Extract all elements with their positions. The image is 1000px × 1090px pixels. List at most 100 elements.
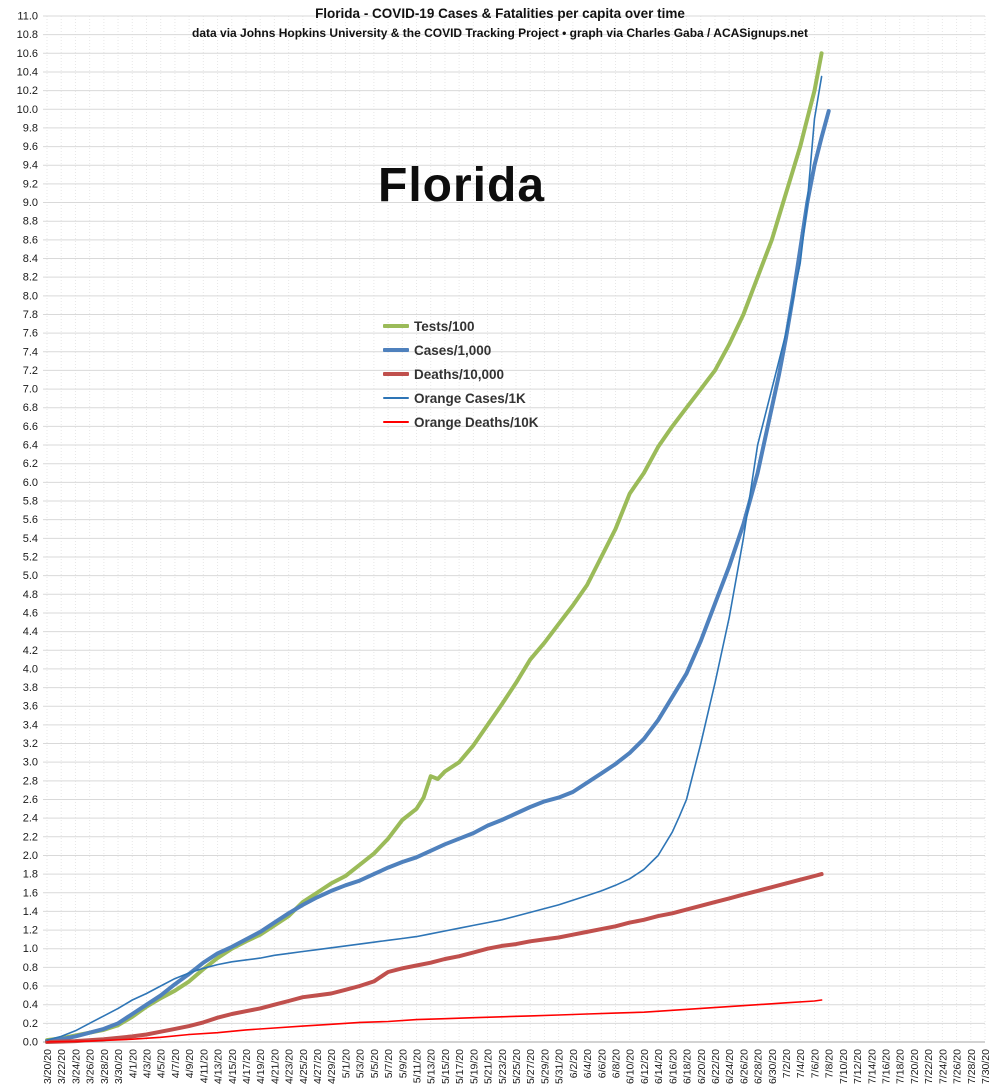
svg-text:5/21/20: 5/21/20 xyxy=(483,1049,495,1084)
svg-text:10.8: 10.8 xyxy=(17,29,38,41)
svg-text:7.6: 7.6 xyxy=(23,328,38,340)
svg-text:3.0: 3.0 xyxy=(23,757,38,769)
svg-text:6/20/20: 6/20/20 xyxy=(696,1049,708,1084)
svg-text:3/24/20: 3/24/20 xyxy=(70,1049,82,1084)
svg-text:6/10/20: 6/10/20 xyxy=(625,1049,637,1084)
legend-item-deaths: Deaths/10,000 xyxy=(383,362,539,386)
svg-text:5/3/20: 5/3/20 xyxy=(355,1049,367,1078)
svg-text:5/5/20: 5/5/20 xyxy=(369,1049,381,1078)
legend-label-orange-deaths: Orange Deaths/10K xyxy=(414,414,539,430)
legend: Tests/100 Cases/1,000 Deaths/10,000 Oran… xyxy=(383,314,539,434)
series-line-3 xyxy=(46,75,823,1041)
svg-text:7/6/20: 7/6/20 xyxy=(809,1049,821,1078)
svg-text:7/8/20: 7/8/20 xyxy=(824,1049,836,1078)
svg-text:4/3/20: 4/3/20 xyxy=(141,1049,153,1078)
x-axis-labels: 3/20/20 3/22/20 3/24/20 3/26/20 3/28/20 3/30/… xyxy=(42,1049,992,1084)
legend-label-deaths: Deaths/10,000 xyxy=(414,366,505,382)
svg-text:6/6/20: 6/6/20 xyxy=(596,1049,608,1078)
legend-line-swatch-orange-deaths xyxy=(383,421,409,423)
svg-text:7/26/20: 7/26/20 xyxy=(952,1049,964,1084)
svg-text:10.2: 10.2 xyxy=(17,85,38,97)
svg-text:5/23/20: 5/23/20 xyxy=(497,1049,509,1084)
svg-text:3.8: 3.8 xyxy=(23,682,38,694)
svg-text:7/24/20: 7/24/20 xyxy=(937,1049,949,1084)
svg-text:5/9/20: 5/9/20 xyxy=(397,1049,409,1078)
legend-item-tests: Tests/100 xyxy=(383,314,539,338)
svg-text:7/16/20: 7/16/20 xyxy=(881,1049,893,1084)
legend-item-orange-deaths: Orange Deaths/10K xyxy=(383,410,539,434)
legend-label-orange-cases: Orange Cases/1K xyxy=(414,390,526,406)
svg-text:8.4: 8.4 xyxy=(23,253,38,265)
svg-text:7.0: 7.0 xyxy=(23,384,38,396)
svg-text:6/30/20: 6/30/20 xyxy=(767,1049,779,1084)
svg-text:7/22/20: 7/22/20 xyxy=(923,1049,935,1084)
svg-text:2.4: 2.4 xyxy=(23,813,38,825)
svg-text:5/31/20: 5/31/20 xyxy=(554,1049,566,1084)
svg-text:3/22/20: 3/22/20 xyxy=(56,1049,68,1084)
series-line-0 xyxy=(45,51,824,1043)
svg-text:5.0: 5.0 xyxy=(23,570,38,582)
svg-text:1.4: 1.4 xyxy=(23,906,38,918)
svg-text:6/14/20: 6/14/20 xyxy=(653,1049,665,1084)
svg-text:5.4: 5.4 xyxy=(23,533,38,545)
svg-text:7.4: 7.4 xyxy=(23,346,38,358)
svg-text:0.4: 0.4 xyxy=(23,999,38,1011)
svg-text:8.6: 8.6 xyxy=(23,234,38,246)
svg-text:6.0: 6.0 xyxy=(23,477,38,489)
svg-text:5.2: 5.2 xyxy=(23,551,38,563)
svg-text:9.4: 9.4 xyxy=(23,160,38,172)
svg-text:7/12/20: 7/12/20 xyxy=(852,1049,864,1084)
svg-text:3/28/20: 3/28/20 xyxy=(99,1049,111,1084)
svg-text:7/14/20: 7/14/20 xyxy=(866,1049,878,1084)
x-gridlines xyxy=(46,16,986,1042)
legend-line-swatch-orange-cases xyxy=(383,397,409,399)
chart-title: Florida - COVID-19 Cases & Fatalities pe… xyxy=(315,6,685,21)
svg-text:4/11/20: 4/11/20 xyxy=(198,1049,210,1083)
svg-text:2.8: 2.8 xyxy=(23,775,38,787)
svg-text:5/29/20: 5/29/20 xyxy=(539,1049,551,1084)
svg-text:4/27/20: 4/27/20 xyxy=(312,1049,324,1084)
svg-text:4/21/20: 4/21/20 xyxy=(269,1049,281,1084)
y-gridlines xyxy=(43,15,985,1043)
legend-label-cases: Cases/1,000 xyxy=(414,342,492,358)
svg-text:6/22/20: 6/22/20 xyxy=(710,1049,722,1084)
svg-text:4/15/20: 4/15/20 xyxy=(227,1049,239,1084)
svg-text:5/27/20: 5/27/20 xyxy=(525,1049,537,1084)
svg-text:0.6: 0.6 xyxy=(23,981,38,993)
svg-text:3.6: 3.6 xyxy=(23,701,38,713)
svg-text:7/2/20: 7/2/20 xyxy=(781,1049,793,1078)
svg-text:8.0: 8.0 xyxy=(23,290,38,302)
svg-text:6.8: 6.8 xyxy=(23,402,38,414)
svg-text:7.2: 7.2 xyxy=(23,365,38,377)
svg-text:8.2: 8.2 xyxy=(23,272,38,284)
svg-text:6/2/20: 6/2/20 xyxy=(568,1049,580,1078)
svg-text:8.8: 8.8 xyxy=(23,216,38,228)
svg-text:11.0: 11.0 xyxy=(17,11,38,23)
svg-text:5.6: 5.6 xyxy=(23,514,38,526)
svg-text:0.2: 0.2 xyxy=(23,1018,38,1030)
svg-text:0.0: 0.0 xyxy=(23,1037,38,1049)
svg-text:7/28/20: 7/28/20 xyxy=(966,1049,978,1084)
svg-text:4/17/20: 4/17/20 xyxy=(241,1049,253,1084)
svg-text:3.2: 3.2 xyxy=(23,738,38,750)
svg-text:7/20/20: 7/20/20 xyxy=(909,1049,921,1084)
legend-line-swatch-cases xyxy=(383,348,409,352)
svg-text:4.2: 4.2 xyxy=(23,645,38,657)
svg-text:3.4: 3.4 xyxy=(23,719,38,731)
svg-text:6/12/20: 6/12/20 xyxy=(639,1049,651,1084)
svg-text:1.2: 1.2 xyxy=(23,925,38,937)
svg-text:4/25/20: 4/25/20 xyxy=(298,1049,310,1084)
svg-text:7.8: 7.8 xyxy=(23,309,38,321)
chart-subtitle: data via Johns Hopkins University & the … xyxy=(192,26,808,40)
svg-text:7/4/20: 7/4/20 xyxy=(795,1049,807,1078)
svg-text:1.6: 1.6 xyxy=(23,887,38,899)
svg-text:6/26/20: 6/26/20 xyxy=(738,1049,750,1084)
svg-text:9.8: 9.8 xyxy=(23,122,38,134)
state-label: Florida xyxy=(378,159,546,212)
svg-text:2.6: 2.6 xyxy=(23,794,38,806)
svg-text:1.0: 1.0 xyxy=(23,943,38,955)
svg-text:5/13/20: 5/13/20 xyxy=(426,1049,438,1084)
svg-text:2.2: 2.2 xyxy=(23,831,38,843)
svg-text:4/19/20: 4/19/20 xyxy=(255,1049,267,1084)
